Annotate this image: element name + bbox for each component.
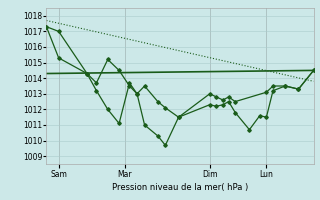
X-axis label: Pression niveau de la mer( hPa ): Pression niveau de la mer( hPa ) [112,183,248,192]
